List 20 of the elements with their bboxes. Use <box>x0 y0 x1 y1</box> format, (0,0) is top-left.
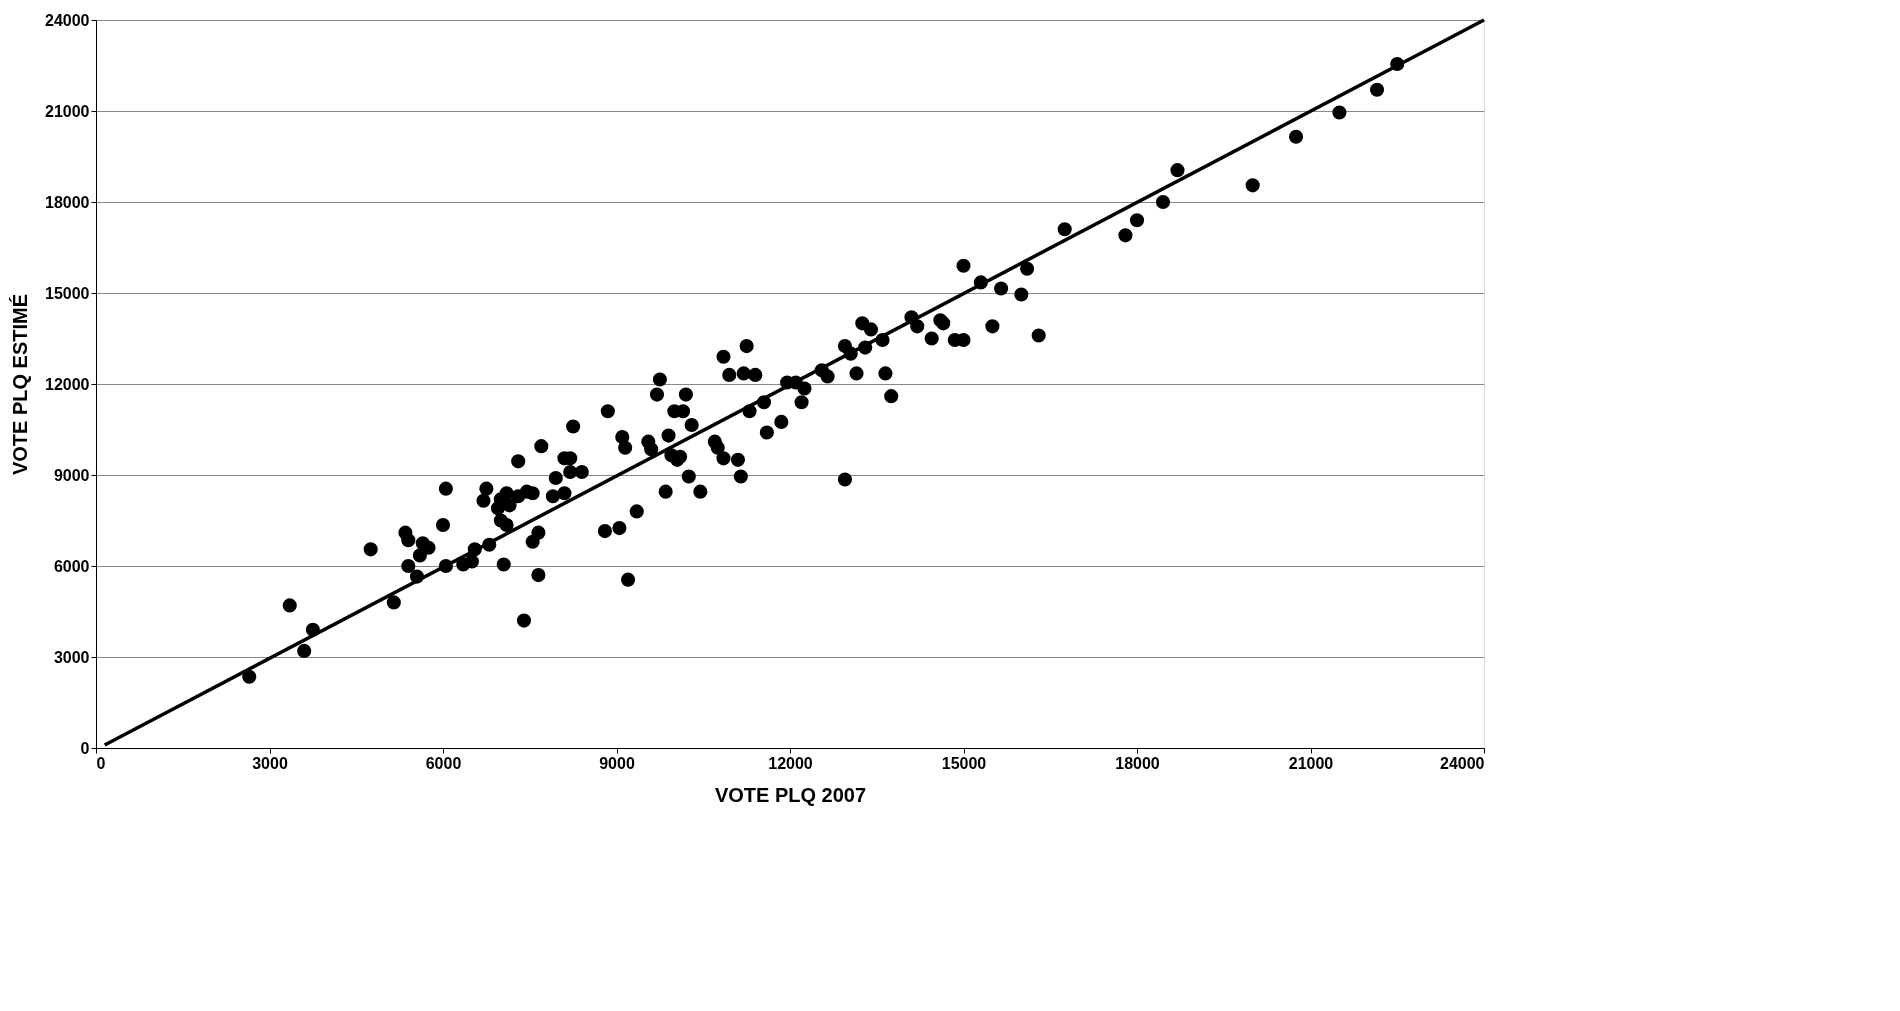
y-tick-label: 21000 <box>45 102 90 120</box>
y-tick-label: 3000 <box>53 648 90 666</box>
x-tick-label: 9000 <box>599 754 635 772</box>
x-tick-label: 21000 <box>1288 754 1334 772</box>
x-tick-label: 0 <box>96 754 106 772</box>
y-tick-label: 6000 <box>53 557 90 575</box>
x-tick-label: 12000 <box>768 754 813 772</box>
y-tick-label: 12000 <box>45 375 90 393</box>
y-axis-title: VOTE PLQ ESTIMÉ <box>9 293 32 476</box>
y-tick-label: 18000 <box>45 193 90 211</box>
x-tick-label: 15000 <box>941 754 987 772</box>
x-tick-label: 3000 <box>252 754 288 772</box>
x-tick-label: 24000 <box>1440 754 1485 772</box>
x-tick-label: 6000 <box>425 754 462 772</box>
y-tick-label: 9000 <box>53 466 90 484</box>
y-tick-label: 15000 <box>45 284 90 302</box>
y-tick-label: 0 <box>80 739 90 757</box>
x-tick-label: 18000 <box>1115 754 1160 772</box>
y-tick-label: 24000 <box>45 11 90 29</box>
x-axis-title: VOTE PLQ 2007 <box>714 783 867 806</box>
